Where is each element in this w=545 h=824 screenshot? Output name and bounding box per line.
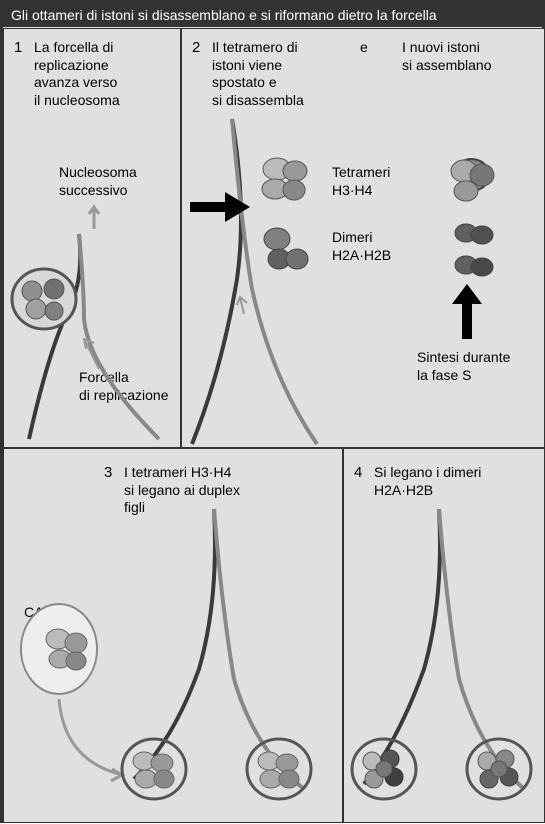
panel-2: 2 Il tetramero di istoni viene spostato …: [181, 28, 545, 448]
panel-4-svg: [344, 449, 545, 824]
panel-3-svg: [4, 449, 344, 824]
title-bar: Gli ottameri di istoni si disassemblano …: [3, 3, 542, 27]
panel-2-svg: [182, 29, 545, 449]
panel-4: 4 Si legano i dimeri H2A·H2B: [343, 448, 545, 823]
diagram-frame: Gli ottameri di istoni si disassemblano …: [0, 0, 545, 823]
panel-3: 3 I tetrameri H3·H4 si legano ai duplex …: [3, 448, 343, 823]
panel-1-svg: [4, 29, 182, 449]
panel-1: 1 La forcella di replicazione avanza ver…: [3, 28, 181, 448]
